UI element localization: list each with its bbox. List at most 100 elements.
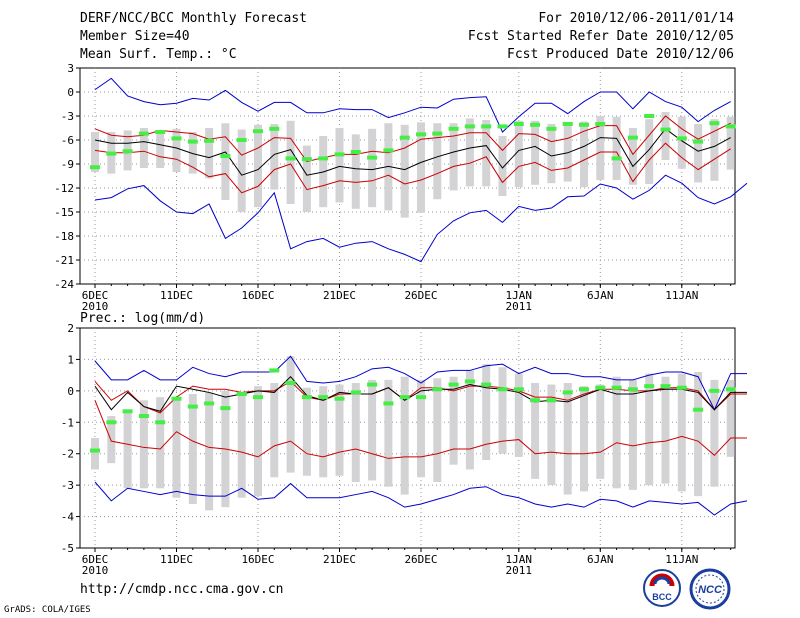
ensemble-spread-bar (254, 386, 262, 497)
ensemble-spread-bar (156, 130, 165, 168)
ncc-logo: NCC (689, 568, 731, 610)
series-line-max (94, 355, 747, 411)
series-line-min (94, 174, 748, 263)
ensemble-spread-bar (531, 383, 540, 479)
observed-marker (448, 126, 459, 131)
ensemble-spread-bar (270, 383, 279, 478)
observed-marker (513, 122, 524, 126)
y-tick-label: -1 (61, 416, 74, 429)
x-tick-label: 1JAN (506, 289, 533, 302)
source-url[interactable]: http://cmdp.ncc.cma.gov.cn (80, 582, 284, 597)
ensemble-spread-bar (351, 134, 360, 209)
ensemble-spread-bar (221, 123, 230, 200)
ensemble-spread-bar (172, 128, 181, 172)
observed-marker (318, 156, 329, 161)
bcc-logo-text: BCC (652, 592, 672, 602)
observed-marker (187, 404, 198, 409)
observed-marker (269, 126, 280, 131)
x-tick-label: 21DEC (323, 289, 356, 302)
ensemble-spread-bar (107, 416, 116, 464)
x-tick-label: 1JAN (506, 553, 533, 566)
observed-marker (497, 124, 508, 129)
ensemble-spread-bar (205, 392, 214, 511)
forecast-start-date: Fcst Started Refer Date 2010/12/05 (467, 29, 734, 44)
forecast-produced-date: Fcst Produced Date 2010/12/06 (507, 47, 734, 62)
observed-marker (595, 385, 606, 390)
ensemble-spread-bar (596, 116, 605, 180)
y-tick-label: -24 (54, 278, 74, 291)
ensemble-spread-bar (514, 120, 523, 188)
ensemble-spread-bar (156, 397, 165, 489)
observed-marker (253, 129, 263, 134)
observed-marker (350, 390, 361, 395)
ensemble-spread-bar (205, 128, 214, 179)
observed-marker (676, 385, 687, 390)
ensemble-spread-bar (482, 364, 491, 460)
observed-marker (122, 149, 133, 154)
ensemble-spread-bar (123, 409, 132, 489)
x-tick-label: 26DEC (404, 289, 437, 302)
observed-marker (416, 395, 426, 400)
observed-marker (318, 395, 329, 400)
ensemble-spread-bar (726, 379, 735, 457)
observed-marker (579, 387, 589, 392)
y-tick-label: -6 (61, 134, 74, 147)
ensemble-spread-bar (498, 367, 507, 454)
ensemble-spread-bar (286, 356, 295, 473)
observed-marker (236, 138, 247, 142)
y-tick-label: -3 (61, 479, 74, 492)
ensemble-spread-bar (449, 123, 458, 191)
observed-marker (285, 381, 296, 385)
observed-marker (350, 150, 361, 154)
observed-marker (660, 384, 671, 389)
observed-marker (579, 122, 589, 127)
observed-marker (611, 156, 622, 161)
member-size-label: Member Size=40 (80, 29, 190, 44)
ensemble-spread-bar (677, 373, 686, 492)
ensemble-spread-bar (91, 132, 99, 172)
series-line-lower (94, 142, 731, 194)
observed-marker (481, 124, 492, 129)
series-line-mean (94, 128, 731, 176)
ensemble-spread-bar (498, 136, 507, 196)
forecast-period: For 2010/12/06-2011/01/14 (538, 11, 734, 26)
observed-marker (383, 401, 394, 406)
y-tick-label: 0 (67, 86, 74, 99)
ensemble-spread-bar (188, 132, 197, 174)
bcc-logo: BCC (643, 569, 681, 607)
observed-marker (546, 398, 557, 403)
x-tick-label: 6JAN (587, 289, 614, 302)
observed-marker (432, 387, 443, 392)
observed-marker (497, 387, 508, 392)
observed-marker (138, 414, 149, 418)
ensemble-spread-bar (384, 379, 393, 487)
x-tick-year-label: 2011 (506, 300, 533, 313)
ensemble-spread-bar (596, 384, 605, 479)
ensemble-spread-bar (710, 119, 719, 181)
x-tick-label: 21DEC (323, 553, 356, 566)
y-tick-label: -4 (61, 511, 75, 524)
ensemble-spread-bar (465, 118, 474, 187)
y-tick-label: 3 (67, 62, 74, 75)
y-tick-label: -2 (61, 448, 74, 461)
series-line-max (94, 77, 731, 133)
chart-title: DERF/NCC/BCC Monthly Forecast (80, 11, 307, 26)
x-tick-label: 16DEC (241, 553, 274, 566)
ensemble-spread-bar (335, 384, 344, 476)
ensemble-spread-bar (514, 373, 523, 457)
ensemble-spread-bar (563, 122, 572, 182)
x-tick-label: 6DEC (82, 289, 109, 302)
observed-marker (709, 388, 720, 393)
observed-marker (253, 395, 263, 400)
observed-marker (90, 448, 100, 453)
x-tick-year-label: 2010 (82, 300, 109, 313)
observed-marker (171, 136, 182, 141)
grads-credit: GrADS: COLA/IGES (4, 605, 91, 615)
observed-marker (530, 398, 541, 403)
observed-marker (204, 401, 215, 406)
observed-marker (693, 407, 704, 412)
y-tick-label: 2 (67, 322, 74, 335)
y-tick-label: -9 (61, 158, 74, 171)
